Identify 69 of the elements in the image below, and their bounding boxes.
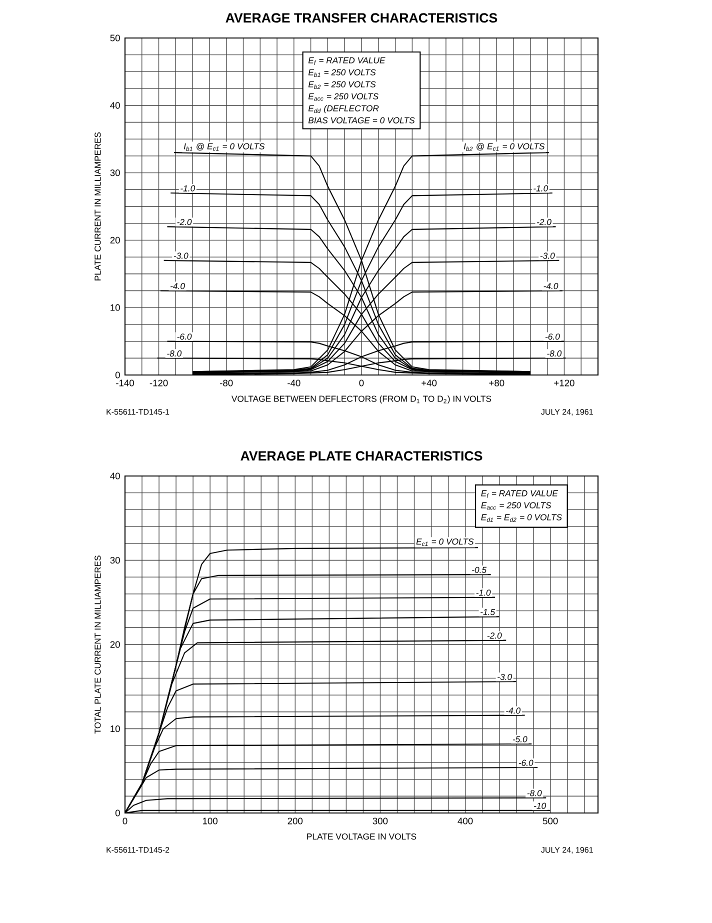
y-tick-label: 30 (110, 170, 120, 176)
x-tick-label: -40 (288, 380, 300, 386)
text: K-55611-TD145-2 (106, 847, 170, 853)
text: JULY 24, 1961 (541, 409, 593, 416)
series-label: -1.0 (476, 590, 491, 596)
series-label: -1.5 (480, 609, 496, 616)
x-tick-label: 200 (288, 818, 303, 824)
y-axis-title: PLATE CURRENT IN MILLIAMPERES (94, 132, 101, 280)
x-axis-title: VOLTAGE BETWEEN DEFLECTORS (FROM D$_{1}$ TO D$_{2}$) IN VOLTS (231, 395, 492, 404)
series-label: -0.5 (472, 566, 487, 573)
y-tick-label: 40 (110, 102, 120, 109)
series-label: I$_{b2}$ @ E$_{c1}$ = 0 VOLTS (464, 143, 545, 151)
annotation: E$_{f}$ = RATED VALUE (481, 490, 558, 498)
series-label: -1.0 (534, 185, 548, 192)
x-tick-label: 0 (359, 380, 364, 386)
annotation: E$_{f}$ = RATED VALUE (308, 57, 386, 65)
series-label: -2.0 (177, 218, 192, 226)
annotation: E$_{b1}$ = 250 VOLTS (308, 69, 376, 78)
y-tick-label: 0 (115, 372, 120, 378)
series-label: -1.0 (180, 185, 196, 192)
x-tick-label: +40 (422, 380, 437, 386)
annotation: E$_{d1}$ = E$_{d2}$ = 0 VOLTS (481, 514, 562, 522)
series-label: E$_{c1}$ = 0 VOLTS (416, 538, 474, 546)
chart-title: AVERAGE TRANSFER CHARACTERISTICS (226, 13, 498, 23)
text: K-55611-TD145-1 (106, 409, 170, 415)
annotation: BIAS VOLTAGE = 0 VOLTS (308, 117, 415, 124)
y-tick-label: 40 (110, 472, 120, 480)
y-tick-label: 10 (110, 304, 120, 311)
chart-title: AVERAGE PLATE CHARACTERISTICS (240, 451, 482, 461)
y-tick-label: 30 (110, 556, 120, 564)
annotation: E$_{b2}$ = 250 VOLTS (308, 81, 376, 90)
x-tick-label: -120 (150, 380, 168, 386)
y-tick-label: 0 (115, 810, 120, 816)
annotation: E$_{acc}$ = 250 VOLTS (308, 93, 378, 101)
y-axis-title: TOTAL PLATE CURRENT IN MILLIAMPERES (94, 556, 101, 734)
series-label: -3.0 (540, 252, 555, 259)
series-label: -6.0 (545, 334, 560, 340)
series-label: -2.0 (487, 632, 502, 639)
series-label: -3.0 (498, 674, 512, 680)
x-tick-label: 300 (372, 818, 388, 824)
x-tick-label: +80 (489, 380, 504, 386)
x-tick-label: -80 (220, 380, 233, 386)
x-axis-title: PLATE VOLTAGE IN VOLTS (307, 833, 416, 840)
series-label: -10 (534, 802, 546, 809)
series-label: -3.0 (174, 252, 188, 259)
annotation: E$_{dd}$ (DEFLECTOR (308, 105, 379, 114)
series-label: -6.0 (177, 334, 192, 340)
y-tick-label: 10 (110, 725, 120, 732)
y-tick-label: 50 (110, 34, 120, 42)
series-label: -4.0 (544, 283, 558, 290)
x-tick-label: 100 (202, 818, 218, 824)
series-label: -5.0 (512, 736, 528, 742)
x-tick-label: 0 (122, 818, 128, 824)
x-tick-label: 400 (458, 818, 473, 824)
series-label: -4.0 (506, 708, 520, 714)
series-label: I$_{b1}$ @ E$_{c1}$ = 0 VOLTS (184, 143, 265, 151)
series-label: -8.0 (547, 350, 562, 357)
x-tick-label: +120 (554, 380, 574, 386)
y-tick-label: 20 (110, 641, 120, 648)
text: JULY 24, 1961 (541, 847, 593, 854)
series-label: -4.0 (170, 283, 185, 290)
series-label: -8.0 (527, 790, 542, 796)
x-tick-label: -140 (116, 380, 134, 386)
x-tick-label: 500 (542, 818, 558, 824)
series-label: -8.0 (167, 350, 182, 357)
y-tick-label: 20 (110, 236, 120, 244)
series-label: -6.0 (518, 760, 534, 766)
series-label: -2.0 (537, 218, 552, 226)
annotation: E$_{acc}$ = 250 VOLTS (481, 502, 552, 510)
